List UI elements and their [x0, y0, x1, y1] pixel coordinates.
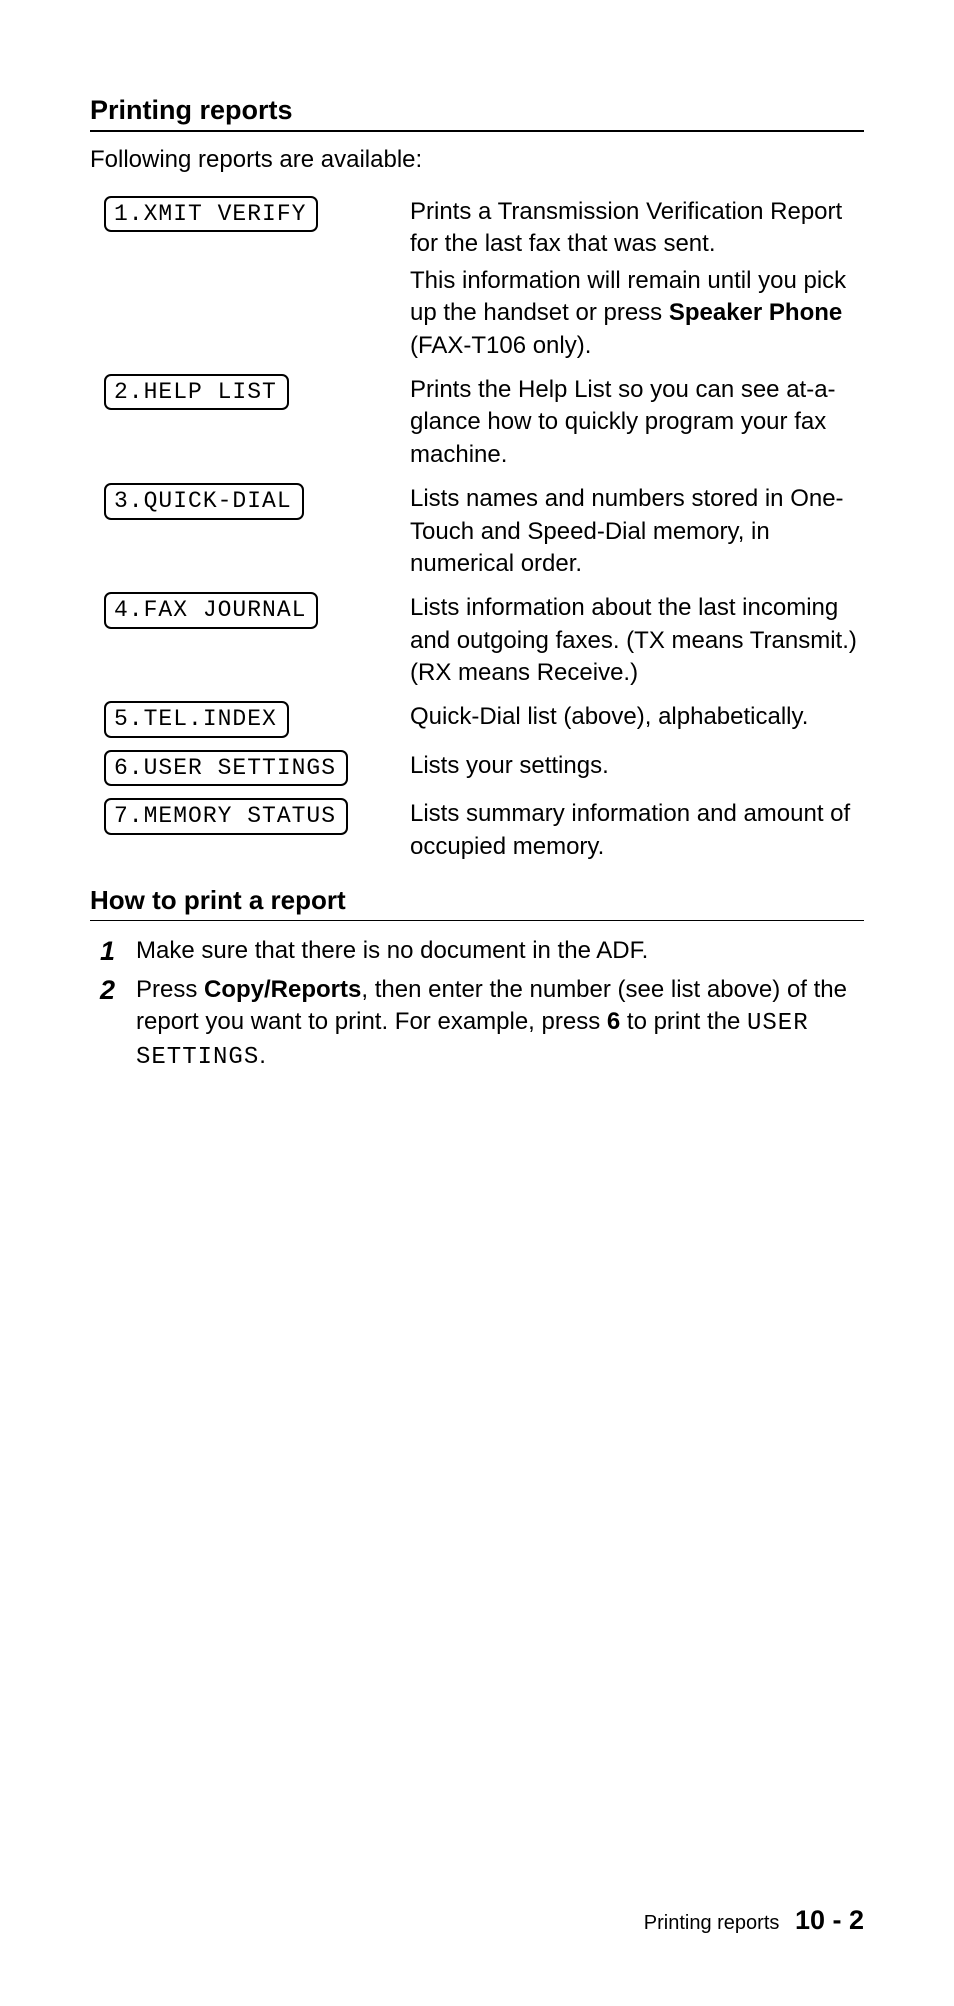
report-row: 2.HELP LIST Prints the Help List so you c… [104, 374, 864, 483]
report-description: Lists information about the last incomin… [410, 592, 864, 701]
report-lcd-cell: 4.FAX JOURNAL [104, 592, 410, 701]
report-row: 7.MEMORY STATUS Lists summary information… [104, 798, 864, 875]
manual-page: Printing reports Following reports are a… [0, 0, 954, 2006]
report-description: Lists summary information and amount of … [410, 798, 864, 875]
lcd-display: 4.FAX JOURNAL [104, 592, 318, 628]
lcd-display: 3.QUICK-DIAL [104, 483, 304, 519]
report-description: Quick-Dial list (above), alphabetically. [410, 701, 864, 749]
step-item: 1Make sure that there is no document in … [90, 935, 864, 967]
footer-page-number: 10 - 2 [795, 1905, 864, 1935]
report-row: 3.QUICK-DIAL Lists names and numbers stor… [104, 483, 864, 592]
report-description: Lists your settings. [410, 750, 864, 798]
section-heading-how-to-print: How to print a report [90, 885, 864, 921]
report-lcd-cell: 6.USER SETTINGS [104, 750, 410, 798]
reports-table: 1.XMIT VERIFY Prints a Transmission Verif… [104, 196, 864, 875]
report-row: 6.USER SETTINGS Lists your settings. [104, 750, 864, 798]
report-description: Prints a Transmission Verification Repor… [410, 196, 864, 374]
step-body: Make sure that there is no document in t… [136, 935, 864, 967]
step-item: 2Press Copy/Reports, then enter the numb… [90, 974, 864, 1075]
lcd-display: 7.MEMORY STATUS [104, 798, 348, 834]
steps-list: 1Make sure that there is no document in … [90, 935, 864, 1075]
intro-text: Following reports are available: [90, 146, 864, 174]
step-body: Press Copy/Reports, then enter the numbe… [136, 974, 864, 1075]
report-description: Lists names and numbers stored in One-To… [410, 483, 864, 592]
step-number: 2 [90, 974, 136, 1006]
report-lcd-cell: 3.QUICK-DIAL [104, 483, 410, 592]
report-lcd-cell: 5.TEL.INDEX [104, 701, 410, 749]
lcd-display: 1.XMIT VERIFY [104, 196, 318, 232]
report-lcd-cell: 7.MEMORY STATUS [104, 798, 410, 875]
footer-title: Printing reports [644, 1912, 780, 1934]
report-row: 4.FAX JOURNAL Lists information about the… [104, 592, 864, 701]
report-description: Prints the Help List so you can see at-a… [410, 374, 864, 483]
lcd-display: 5.TEL.INDEX [104, 701, 289, 737]
page-footer: Printing reports 10 - 2 [644, 1905, 864, 1936]
lcd-display: 6.USER SETTINGS [104, 750, 348, 786]
lcd-display: 2.HELP LIST [104, 374, 289, 410]
step-number: 1 [90, 935, 136, 967]
report-row: 5.TEL.INDEX Quick-Dial list (above), alph… [104, 701, 864, 749]
report-lcd-cell: 1.XMIT VERIFY [104, 196, 410, 374]
report-lcd-cell: 2.HELP LIST [104, 374, 410, 483]
section-heading-printing-reports: Printing reports [90, 95, 864, 132]
report-row: 1.XMIT VERIFY Prints a Transmission Verif… [104, 196, 864, 374]
